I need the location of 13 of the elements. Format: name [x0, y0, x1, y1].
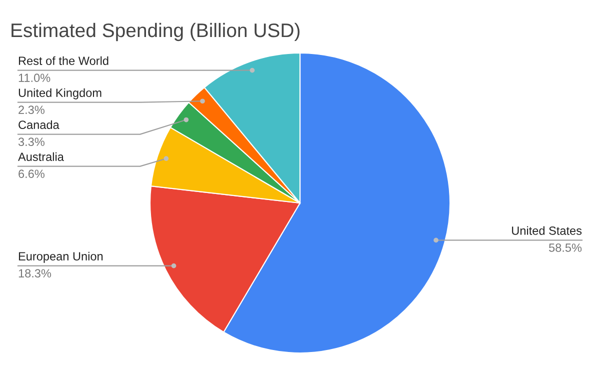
- data-label: 2.3%: [18, 106, 44, 114]
- data-label: 3.3%: [18, 138, 44, 146]
- chart-title: Estimated Spending (Billion USD): [12, 22, 300, 42]
- data-label: 58.5%: [549, 244, 582, 252]
- slice-label: European Union: [18, 252, 103, 263]
- slice-label: Canada: [18, 120, 60, 129]
- slice-label: United States: [512, 226, 582, 235]
- slice-label: Australia: [18, 152, 64, 161]
- data-label: 18.3%: [18, 269, 52, 278]
- data-label: 6.6%: [18, 170, 44, 178]
- data-label: 11.0%: [18, 74, 50, 82]
- slice-label: Rest of the World: [18, 56, 108, 65]
- slice-label: United Kingdom: [18, 88, 102, 100]
